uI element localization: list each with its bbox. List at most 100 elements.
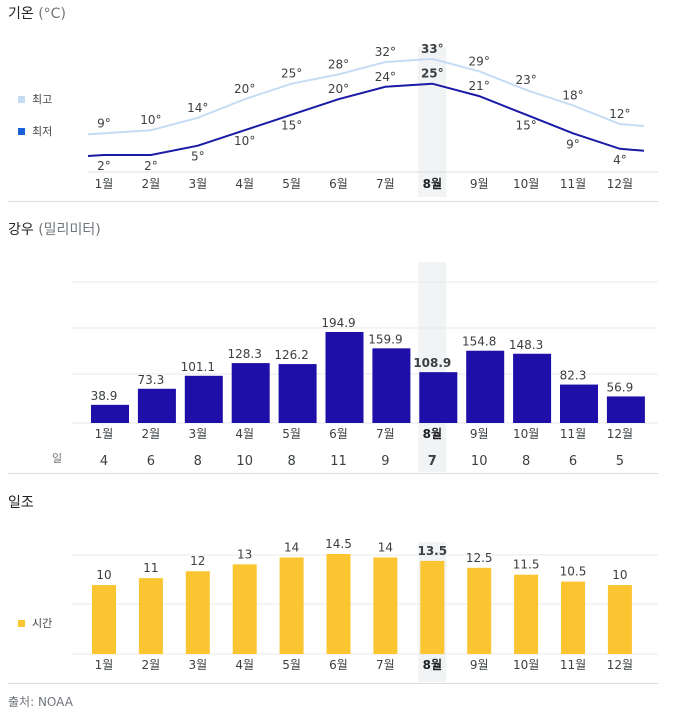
rain-month-label-10: 10월 xyxy=(513,427,539,441)
rain-bar-12 xyxy=(606,396,645,423)
divider-2 xyxy=(8,473,658,474)
low-temp-label-6: 20° xyxy=(328,82,349,96)
rain-value-label-7: 159.9 xyxy=(368,332,402,346)
sun-month-label-3: 3월 xyxy=(188,658,207,672)
rain-days-value-8: 7 xyxy=(428,454,437,469)
rain-value-label-1: 38.9 xyxy=(91,389,118,403)
low-temp-label-8: 25° xyxy=(421,67,444,81)
sun-month-label-10: 10월 xyxy=(513,658,539,672)
rain-month-label-8: 8월 xyxy=(423,426,442,441)
rain-bar-11 xyxy=(560,384,598,423)
sun-value-label-12: 10 xyxy=(612,568,627,582)
sun-value-label-9: 12.5 xyxy=(466,551,493,565)
divider-3 xyxy=(8,683,658,684)
low-temp-label-9: 21° xyxy=(469,79,490,93)
temperature-unit: (°C) xyxy=(38,6,66,22)
rain-value-label-9: 154.8 xyxy=(462,335,496,349)
low-temp-label-4: 10° xyxy=(234,134,255,148)
low-temp-label-7: 24° xyxy=(375,70,396,84)
rain-days-value-1: 4 xyxy=(100,454,108,469)
temperature-title: 기온 (°C) xyxy=(8,3,66,23)
sun-bar-11 xyxy=(561,581,585,654)
sun-value-label-10: 11.5 xyxy=(513,558,540,572)
sun-value-label-5: 14 xyxy=(284,540,299,554)
rain-days-value-3: 8 xyxy=(194,454,202,469)
rain-month-label-9: 9월 xyxy=(470,427,489,441)
rain-days-value-2: 6 xyxy=(147,454,155,469)
sun-bar-12 xyxy=(607,585,632,654)
sun-value-label-2: 11 xyxy=(143,561,158,575)
rain-month-label-6: 6월 xyxy=(329,427,348,441)
rain-bar-1 xyxy=(91,404,129,423)
sun-value-label-6: 14.5 xyxy=(325,537,352,551)
high-temp-label-8: 33° xyxy=(421,42,444,56)
sunshine-title: 일조 xyxy=(8,492,34,512)
rain-days-label: 일 xyxy=(52,451,62,465)
sun-value-label-3: 12 xyxy=(190,554,205,568)
high-temp-label-4: 20° xyxy=(234,82,255,96)
sun-month-label-4: 4월 xyxy=(235,658,254,672)
temp-month-label-1: 1월 xyxy=(95,177,114,191)
rain-days-value-9: 10 xyxy=(471,454,488,469)
high-temp-label-5: 25° xyxy=(281,67,302,81)
temp-month-label-2: 2월 xyxy=(142,177,161,191)
temp-month-label-9: 9월 xyxy=(470,177,489,191)
rain-month-label-5: 5월 xyxy=(282,427,301,441)
legend-sun: 시간 xyxy=(18,615,52,631)
rain-bar-9 xyxy=(466,350,505,423)
sun-value-label-1: 10 xyxy=(96,568,111,582)
precipitation-chart: 38.9 73.3 101.1 128.3 126.2 194.9 159.9 108.9 15… xyxy=(52,262,658,472)
sun-month-label-6: 6월 xyxy=(329,658,348,672)
sun-month-label-11: 11월 xyxy=(560,658,586,672)
temp-month-label-3: 3월 xyxy=(188,177,207,191)
sun-month-label-9: 9월 xyxy=(470,658,489,672)
rain-days-value-4: 10 xyxy=(236,454,253,469)
low-temp-label-10: 15° xyxy=(515,119,536,133)
legend-low-swatch xyxy=(18,127,25,135)
rain-month-label-4: 4월 xyxy=(235,427,254,441)
legend-sun-label: 시간 xyxy=(32,617,53,630)
high-temp-label-11: 18° xyxy=(562,88,583,102)
rain-value-label-12: 56.9 xyxy=(607,380,634,394)
temp-month-label-4: 4월 xyxy=(235,177,254,191)
sun-bar-4 xyxy=(232,564,257,654)
rain-days-value-11: 6 xyxy=(569,454,577,469)
temperature-chart: 9° 10° 14° 20° 25° 28° 32° 33° 29° 23° 18° 12° 2° 2° 5… xyxy=(87,42,658,197)
low-temp-label-5: 15° xyxy=(281,119,302,133)
rain-value-label-10: 148.3 xyxy=(509,338,543,352)
high-temp-label-1: 9° xyxy=(97,116,111,130)
legend-low-label: 최저 xyxy=(32,125,53,138)
legend-high-label: 최고 xyxy=(32,93,53,106)
sun-value-label-7: 14 xyxy=(378,540,393,554)
low-temp-label-12: 4° xyxy=(613,153,627,167)
rain-days-value-6: 11 xyxy=(330,454,347,469)
rain-month-label-11: 11월 xyxy=(560,427,586,441)
rain-month-label-3: 3월 xyxy=(188,427,207,441)
sun-bar-3 xyxy=(185,571,210,654)
high-temp-label-10: 23° xyxy=(515,73,536,87)
sun-month-label-12: 12월 xyxy=(607,658,633,672)
rain-value-label-4: 128.3 xyxy=(228,347,262,361)
sun-value-label-11: 10.5 xyxy=(560,565,587,579)
high-temp-label-9: 29° xyxy=(469,54,490,68)
divider-1 xyxy=(8,201,658,202)
sunshine-chart: 10 11 12 13 14 14.5 14 13.5 12.5 11.5 10.5 10 1월 2월 3월… xyxy=(72,537,658,682)
sunshine-title-text: 일조 xyxy=(8,495,34,511)
rain-days-value-5: 8 xyxy=(287,454,295,469)
rain-value-label-8: 108.9 xyxy=(413,356,451,370)
temp-month-label-11: 11월 xyxy=(560,177,586,191)
rain-bar-3 xyxy=(184,375,223,423)
low-temp-label-3: 5° xyxy=(191,150,205,164)
rain-bar-5 xyxy=(278,364,317,423)
low-temp-label-1: 2° xyxy=(97,159,111,173)
rain-month-label-12: 12월 xyxy=(607,427,633,441)
high-temp-line xyxy=(87,57,645,136)
legend-high: 최고 xyxy=(18,91,52,107)
precipitation-title-text: 강우 xyxy=(8,222,34,238)
rain-value-label-3: 101.1 xyxy=(181,360,215,374)
precipitation-unit: (밀리미터) xyxy=(38,222,101,238)
rain-month-label-7: 7월 xyxy=(376,427,395,441)
high-temp-label-6: 28° xyxy=(328,57,349,71)
temperature-title-text: 기온 xyxy=(8,6,34,22)
sun-bar-6 xyxy=(326,554,351,654)
